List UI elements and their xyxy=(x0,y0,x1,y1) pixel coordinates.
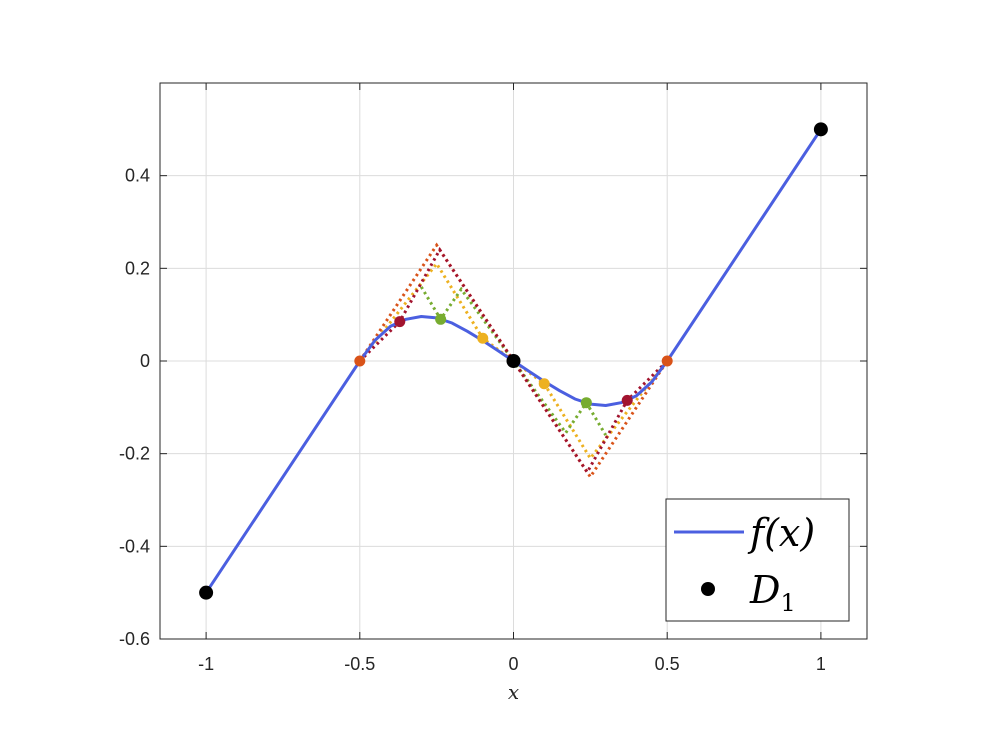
approx-marker xyxy=(435,313,447,325)
markers xyxy=(199,122,828,600)
legend-label-subscript: 1 xyxy=(780,589,795,617)
d1-point xyxy=(506,354,521,368)
x-tick-label: 0.5 xyxy=(655,654,680,674)
d1-point xyxy=(813,122,828,137)
approx-marker xyxy=(538,378,550,390)
x-axis-label: x xyxy=(508,680,519,704)
approx-marker xyxy=(477,332,489,344)
legend-box xyxy=(665,498,850,622)
x-axis-ticks: -1 -0.5 0 0.5 1 xyxy=(198,83,826,674)
d1-point xyxy=(199,585,214,600)
approx-marker xyxy=(580,397,592,409)
y-tick-label: -0.6 xyxy=(119,629,150,649)
y-tick-label: 0 xyxy=(140,351,150,371)
legend: f(x)D1 xyxy=(665,498,850,622)
legend-marker-swatch xyxy=(701,582,715,596)
approx-marker xyxy=(354,355,366,367)
approx-marker xyxy=(621,394,633,406)
x-tick-label: -0.5 xyxy=(344,654,375,674)
legend-label-f-x: f(x) xyxy=(747,511,815,555)
y-tick-label: 0.2 xyxy=(125,258,150,278)
x-tick-label: 1 xyxy=(816,654,826,674)
x-tick-label: 0 xyxy=(508,654,518,674)
x-tick-label: -1 xyxy=(198,654,214,674)
y-tick-label: 0.4 xyxy=(125,166,150,186)
y-axis-ticks: -0.6 -0.4 -0.2 0 0.2 0.4 xyxy=(119,166,867,649)
approx-marker xyxy=(661,355,673,367)
y-tick-label: -0.2 xyxy=(119,444,150,464)
approx-marker xyxy=(394,316,406,328)
y-tick-label: -0.4 xyxy=(119,536,150,556)
